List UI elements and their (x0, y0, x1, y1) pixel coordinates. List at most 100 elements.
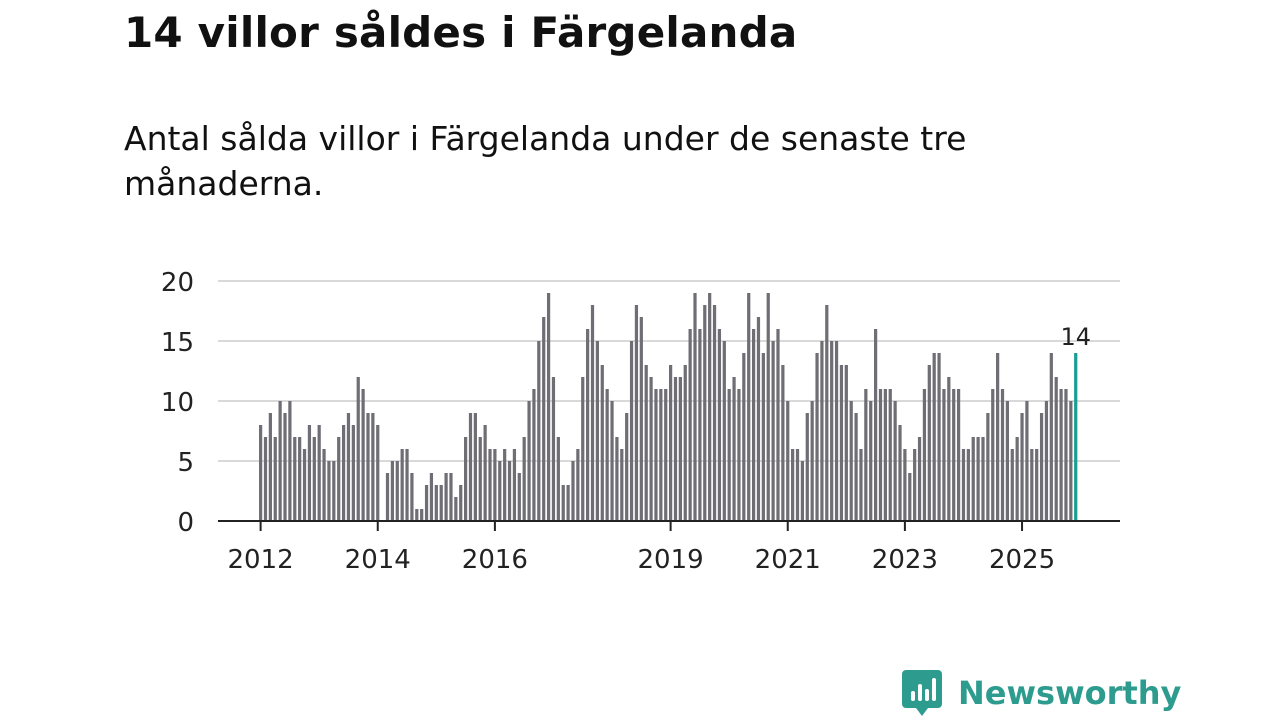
newsworthy-logo[interactable]: Newsworthy (902, 670, 1181, 716)
y-tick-label: 10 (161, 388, 194, 418)
bar (595, 341, 600, 521)
bar (1069, 401, 1073, 521)
bar (434, 485, 438, 521)
bar (791, 449, 795, 521)
bar (1025, 401, 1029, 521)
x-axis: 2012 2014 2016 2019 2021 2023 2025 (218, 520, 1120, 575)
bar (459, 485, 463, 521)
bar (888, 389, 892, 521)
bar (1054, 377, 1058, 521)
y-tick-label: 5 (177, 448, 194, 478)
bar (385, 473, 390, 521)
bar (771, 341, 775, 521)
bar (493, 449, 497, 521)
bar (1030, 449, 1034, 521)
bar (1005, 401, 1010, 521)
bar (864, 389, 868, 521)
bar (996, 353, 1000, 521)
bar (971, 437, 975, 521)
bar (664, 389, 668, 521)
bar (966, 449, 970, 521)
bar (503, 449, 507, 521)
bar (986, 413, 990, 521)
bar (605, 389, 609, 521)
bar (952, 389, 956, 521)
bar (615, 437, 619, 521)
bar (937, 353, 941, 521)
bar (410, 473, 414, 521)
bar (351, 425, 355, 521)
brand-name: Newsworthy (958, 674, 1182, 712)
bar (1015, 437, 1019, 521)
y-tick-label: 20 (161, 268, 194, 298)
bar (683, 365, 687, 521)
bar (522, 437, 526, 521)
bar (629, 341, 634, 521)
bar (712, 305, 717, 521)
bar (634, 305, 639, 521)
x-tick-label: 2021 (755, 545, 821, 575)
bar (322, 449, 326, 521)
bar (507, 461, 512, 521)
bar (874, 329, 878, 521)
bar (834, 341, 839, 521)
bar (844, 365, 848, 521)
bar (429, 473, 434, 521)
bar (317, 425, 321, 521)
bar (288, 401, 292, 521)
bar (361, 389, 365, 521)
x-tick-label: 2012 (228, 545, 294, 575)
bar (688, 329, 692, 521)
bar (483, 425, 487, 521)
bar (839, 365, 844, 521)
bar (327, 461, 331, 521)
bar (830, 341, 834, 521)
bar (820, 341, 824, 521)
bar (903, 449, 907, 521)
bar (883, 389, 887, 521)
bar (576, 449, 580, 521)
bar (268, 413, 272, 521)
bar (878, 389, 883, 521)
bar (312, 437, 316, 521)
y-tick-label: 0 (177, 508, 194, 538)
bar (737, 389, 741, 521)
bar (449, 473, 453, 521)
newsworthy-logo-icon (902, 670, 942, 716)
bar (556, 437, 560, 521)
x-tick-label: 2014 (345, 545, 411, 575)
bar (727, 389, 731, 521)
bar (517, 473, 521, 521)
bar (981, 437, 985, 521)
bar (551, 377, 556, 521)
bar (341, 425, 346, 521)
bar (542, 317, 546, 521)
bar (810, 401, 814, 521)
bar (590, 305, 595, 521)
bar (673, 377, 678, 521)
bar (717, 329, 722, 521)
bar (1035, 449, 1039, 521)
bar (283, 413, 287, 521)
bar (942, 389, 946, 521)
bar (263, 437, 268, 521)
bar (815, 353, 819, 521)
bar (693, 293, 697, 521)
bar (708, 293, 712, 521)
bar (1000, 389, 1005, 521)
bar (454, 497, 458, 521)
bar (620, 449, 624, 521)
bar (756, 317, 761, 521)
bar (703, 305, 707, 521)
bar (512, 449, 517, 521)
bar (1064, 389, 1068, 521)
bar (273, 437, 277, 521)
bar (561, 485, 565, 521)
bar (991, 389, 995, 521)
bar (1010, 449, 1014, 521)
bar (732, 377, 736, 521)
bar (586, 329, 590, 521)
bar (947, 377, 951, 521)
bar (566, 485, 570, 521)
bar (478, 437, 482, 521)
